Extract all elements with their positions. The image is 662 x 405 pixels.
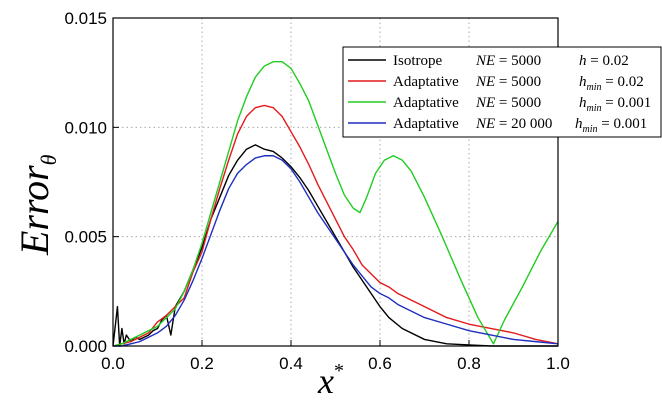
legend-entry-ne: NE = 5000 <box>475 74 541 90</box>
legend-ne-value: 5000 <box>511 53 541 69</box>
x-axis-label-sup: * <box>334 360 344 382</box>
series-line-1 <box>112 144 558 347</box>
legend-ne-value: 5000 <box>511 74 541 90</box>
legend-entry-h: h = 0.02 <box>579 53 629 69</box>
y-axis-label-main: Error <box>12 165 57 256</box>
y-tick-label: 0.005 <box>64 228 107 247</box>
x-axis-label: x* <box>317 360 344 401</box>
plot-frame <box>112 17 559 347</box>
legend-h-sub: min <box>583 124 598 135</box>
legend-h-symbol: h <box>579 53 587 69</box>
legend-ne-eq: = <box>495 74 511 90</box>
x-tick-label: 0.4 <box>279 354 303 373</box>
legend-entry-ne: NE = 5000 <box>475 95 541 111</box>
y-tick-label: 0.015 <box>64 9 107 28</box>
legend-entry-ne: NE = 5000 <box>475 53 541 69</box>
x-tick-label: 1.0 <box>546 354 570 373</box>
legend-h-eq: = <box>602 74 618 90</box>
y-axis-label-sub: θ <box>36 154 61 165</box>
legend-h-sub: min <box>587 103 602 114</box>
legend-h-value: 0.02 <box>602 53 628 69</box>
legend-h-eq: = <box>587 53 603 69</box>
axis-ticks <box>112 17 559 347</box>
legend-h-sub: min <box>587 82 602 93</box>
legend-h-symbol: h <box>579 95 587 111</box>
legend-ne-value: 20 000 <box>511 116 552 132</box>
legend-h-symbol: h <box>575 116 583 132</box>
legend-entry-h: hmin = 0.001 <box>579 95 651 114</box>
legend-entry-name: Adaptative <box>393 74 459 90</box>
legend-entry-ne: NE = 20 000 <box>475 116 552 132</box>
legend-entry-name: Adaptative <box>393 95 459 111</box>
legend-ne-symbol: NE <box>475 116 495 132</box>
y-axis-label: Errorθ <box>12 154 61 256</box>
legend-h-symbol: h <box>579 74 587 90</box>
legend-ne-eq: = <box>495 53 511 69</box>
legend-entry-name: Adaptative <box>393 116 459 132</box>
legend-h-value: 0.001 <box>613 116 647 132</box>
legend: Isotrope NE = 5000 h = 0.02 Adaptative NE = … <box>342 46 662 138</box>
legend-ne-symbol: NE <box>475 95 495 111</box>
x-tick-label: 0.8 <box>457 354 481 373</box>
y-tick-label: 0.010 <box>64 118 107 137</box>
series-line-2 <box>112 104 559 347</box>
x-tick-label: 0.0 <box>101 354 125 373</box>
legend-entry-h: hmin = 0.02 <box>579 74 644 93</box>
legend-h-eq: = <box>602 95 618 111</box>
legend-ne-eq: = <box>495 116 511 132</box>
y-tick-label: 0.000 <box>64 337 107 356</box>
series-group <box>112 61 559 347</box>
series-line-4 <box>113 155 559 347</box>
x-tick-label: 0.2 <box>190 354 214 373</box>
legend-entry-name: Isotrope <box>393 53 442 69</box>
tick-labels: 0.0 0.2 0.4 0.6 0.8 1.0 0.000 0.005 0.010 0.015 <box>64 9 569 373</box>
x-axis-label-main: x <box>317 361 334 401</box>
legend-ne-value: 5000 <box>511 95 541 111</box>
legend-ne-symbol: NE <box>475 74 495 90</box>
legend-entry-h: hmin = 0.001 <box>575 116 647 135</box>
x-tick-label: 0.6 <box>368 354 392 373</box>
legend-h-value: 0.001 <box>617 95 651 111</box>
legend-h-eq: = <box>598 116 614 132</box>
legend-ne-eq: = <box>495 95 511 111</box>
legend-ne-symbol: NE <box>475 53 495 69</box>
series-line-3 <box>112 61 559 347</box>
legend-h-value: 0.02 <box>617 74 643 90</box>
legend-box <box>342 46 662 138</box>
